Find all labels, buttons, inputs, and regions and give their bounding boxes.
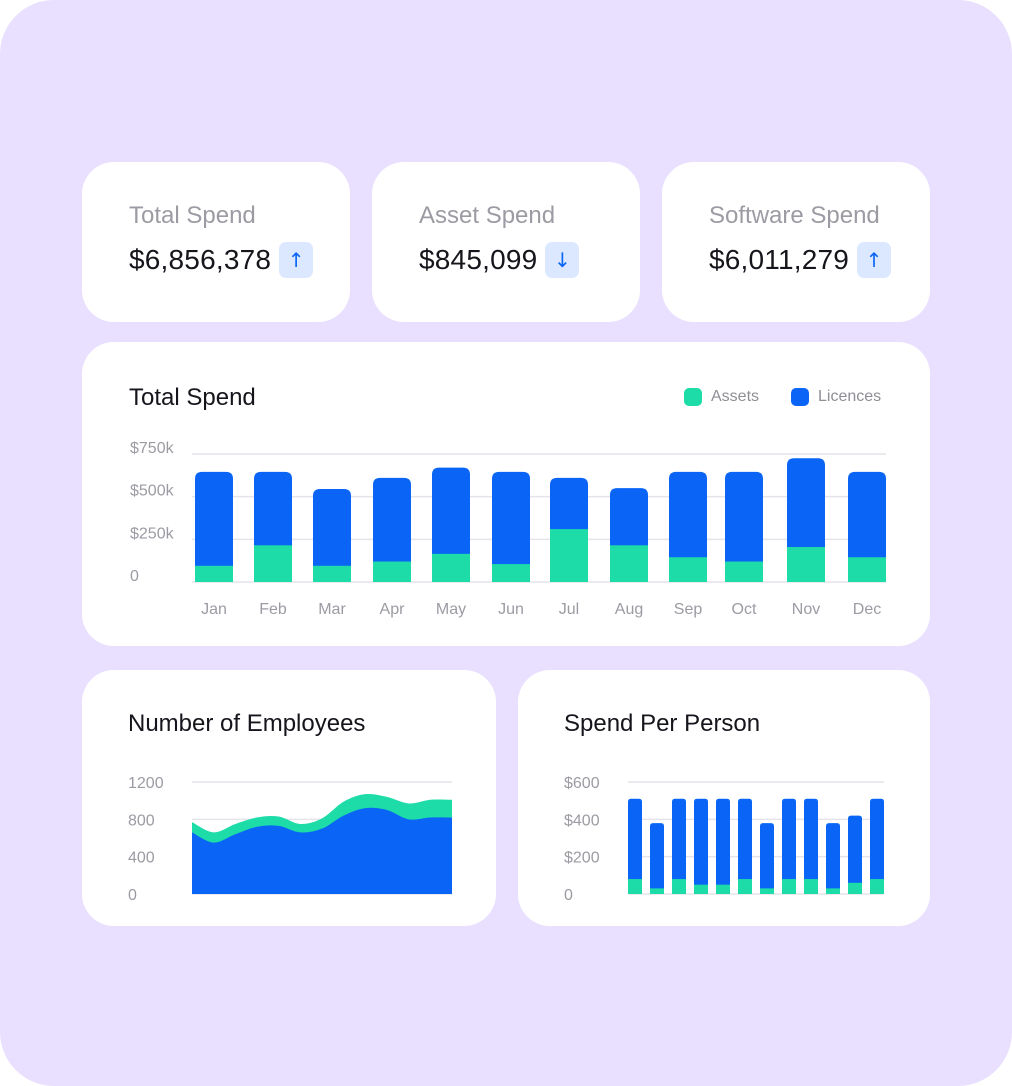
y-tick-label: 800 <box>128 812 155 829</box>
total-spend-bar-chart: 0 $250k $500k $750k Jan Feb Mar Apr May Jun Jul Aug… <box>130 440 886 618</box>
legend-label-licences: Licences <box>818 388 882 405</box>
y-tick-label: $750k <box>130 440 175 457</box>
bar-licences <box>195 471 233 582</box>
bar-assets <box>669 557 707 582</box>
bar-assets <box>373 561 411 582</box>
bar-assets <box>313 565 351 582</box>
bar-top-segment <box>782 798 796 894</box>
legend-swatch-assets <box>684 388 702 406</box>
y-tick-label: $600 <box>564 775 600 792</box>
bar-top-segment <box>848 815 862 894</box>
bar-base-segment <box>650 888 664 894</box>
employees-chart-card: Number of Employees 0 400 800 1200 <box>82 670 496 926</box>
stat-card-asset-spend[interactable]: Asset Spend $845,099 ↓ <box>372 162 640 322</box>
y-tick-label: 400 <box>128 850 155 867</box>
bar-assets <box>610 545 648 582</box>
bar-base-segment <box>848 882 862 894</box>
x-tick-label: May <box>436 601 466 618</box>
chart-legend: Assets Licences <box>684 388 881 406</box>
spend-per-person-bar-chart: 0 $200 $400 $600 <box>564 775 884 904</box>
y-tick-label: 0 <box>564 887 573 904</box>
employees-area-chart: 0 400 800 1200 <box>128 775 452 904</box>
bar-base-segment <box>628 879 642 894</box>
bar-assets <box>787 547 825 582</box>
arrow-up-icon: ↑ <box>279 242 314 278</box>
x-tick-label: Nov <box>792 601 820 618</box>
legend-swatch-licences <box>791 388 810 406</box>
stat-label: Software Spend <box>709 202 880 229</box>
arrow-up-icon: ↑ <box>857 242 892 278</box>
x-tick-label: Apr <box>380 601 406 618</box>
stat-value: $845,099 <box>419 244 538 275</box>
y-tick-label: $500k <box>130 483 175 500</box>
stat-value: $6,856,378 <box>129 244 272 275</box>
bar-top-segment <box>804 798 818 894</box>
x-tick-label: Oct <box>732 601 757 618</box>
area-series-base <box>192 807 452 894</box>
stat-value: $6,011,279 <box>709 244 850 275</box>
bar-base-segment <box>738 879 752 894</box>
bar-top-segment <box>716 798 730 894</box>
bar-top-segment <box>672 798 686 894</box>
bar-base-segment <box>672 879 686 894</box>
bar-licences <box>725 471 763 582</box>
bar-top-segment <box>826 823 840 894</box>
bar-assets <box>195 565 233 582</box>
x-tick-label: Sep <box>674 601 703 618</box>
bar-top-segment <box>870 798 884 894</box>
bar-assets <box>725 561 763 582</box>
arrow-down-icon: ↓ <box>545 242 580 278</box>
bar-top-segment <box>738 798 752 894</box>
bar-assets <box>254 545 292 582</box>
x-tick-label: Feb <box>259 601 287 618</box>
bar-licences <box>313 488 351 582</box>
chart-title: Spend Per Person <box>564 710 761 737</box>
x-tick-label: Dec <box>853 601 881 618</box>
y-tick-label: $400 <box>564 812 600 829</box>
chart-title: Total Spend <box>129 384 256 411</box>
bar-base-segment <box>804 879 818 894</box>
bar-base-segment <box>694 884 708 894</box>
stat-label: Asset Spend <box>419 202 556 229</box>
bar-assets <box>432 553 470 582</box>
chart-title: Number of Employees <box>128 710 366 737</box>
bar-base-segment <box>826 888 840 894</box>
y-tick-label: $200 <box>564 850 600 867</box>
bar-licences <box>669 471 707 582</box>
legend-label-assets: Assets <box>711 388 760 405</box>
y-tick-label: $250k <box>130 525 175 542</box>
bar-assets <box>492 564 530 582</box>
stat-row: $845,099 ↓ <box>419 242 580 278</box>
y-tick-label: 0 <box>130 568 139 585</box>
x-tick-label: Jun <box>498 601 524 618</box>
bar-licences <box>373 477 411 582</box>
bar-licences <box>848 471 886 582</box>
bar-top-segment <box>628 798 642 894</box>
stat-card-software-spend[interactable]: Software Spend $6,011,279 ↑ <box>662 162 930 322</box>
bar-base-segment <box>782 879 796 894</box>
x-tick-label: Aug <box>615 601 643 618</box>
bar-base-segment <box>870 879 884 894</box>
total-spend-chart-card: Total Spend Assets Licences 0 $250k $500k $… <box>82 342 930 646</box>
bar-top-segment <box>760 823 774 894</box>
stat-row: $6,856,378 ↑ <box>129 242 314 278</box>
bar-assets <box>550 529 588 582</box>
x-tick-label: Jan <box>201 601 227 618</box>
x-tick-label: Jul <box>559 601 579 618</box>
spend-per-person-chart-card: Spend Per Person 0 $200 $400 $600 <box>518 670 930 926</box>
bar-base-segment <box>760 888 774 894</box>
bar-licences <box>432 467 470 582</box>
bar-top-segment <box>694 798 708 894</box>
x-tick-label: Mar <box>318 601 346 618</box>
stat-card-total-spend[interactable]: Total Spend $6,856,378 ↑ <box>82 162 350 322</box>
bar-assets <box>848 557 886 582</box>
bar-licences <box>492 471 530 582</box>
stat-label: Total Spend <box>129 202 256 229</box>
y-tick-label: 0 <box>128 887 137 904</box>
bar-base-segment <box>716 884 730 894</box>
bar-top-segment <box>650 823 664 894</box>
y-tick-label: 1200 <box>128 775 164 792</box>
stat-row: $6,011,279 ↑ <box>709 242 892 278</box>
